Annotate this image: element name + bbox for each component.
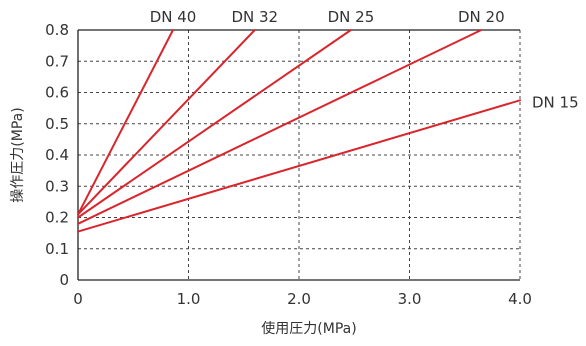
series-line-2 xyxy=(77,29,352,219)
labels: 0 0.1 0.2 0.3 0.4 0.5 0.6 0.7 0.8 0 1.0 2.0 3.0 4.0 使用… xyxy=(10,8,579,337)
series-label-4: DN 15 xyxy=(532,93,579,111)
axes xyxy=(77,29,520,281)
series-line-4 xyxy=(77,99,521,233)
y-tick-label: 0.7 xyxy=(45,52,69,70)
x-tick-label: 4.0 xyxy=(508,290,532,308)
y-tick-label: 0.4 xyxy=(45,146,69,164)
series-label-3: DN 20 xyxy=(458,8,505,26)
y-tick-label: 0.1 xyxy=(45,240,69,258)
y-tick-label: 0.6 xyxy=(45,84,69,102)
y-tick-label: 0 xyxy=(59,271,69,289)
y-tick-label: 0.8 xyxy=(45,21,69,39)
x-axis-title: 使用圧力(MPa) xyxy=(261,320,356,337)
y-tick-label: 0.3 xyxy=(45,177,69,195)
x-tick-label: 3.0 xyxy=(398,290,422,308)
grid xyxy=(78,30,521,280)
y-tick-label: 0.2 xyxy=(45,209,69,227)
series-line-3 xyxy=(77,29,483,225)
x-tick-label: 2.0 xyxy=(287,290,311,308)
y-tick-label: 0.5 xyxy=(45,115,69,133)
series-label-1: DN 32 xyxy=(231,8,278,26)
series-label-2: DN 25 xyxy=(328,8,375,26)
series-line-1 xyxy=(77,29,256,216)
x-tick-label: 0 xyxy=(73,290,83,308)
series-label-0: DN 40 xyxy=(150,8,197,26)
series-line-0 xyxy=(77,29,174,216)
x-tick-label: 1.0 xyxy=(177,290,201,308)
series-lines xyxy=(77,29,521,233)
y-axis-title: 操作圧力(MPa) xyxy=(10,107,26,202)
